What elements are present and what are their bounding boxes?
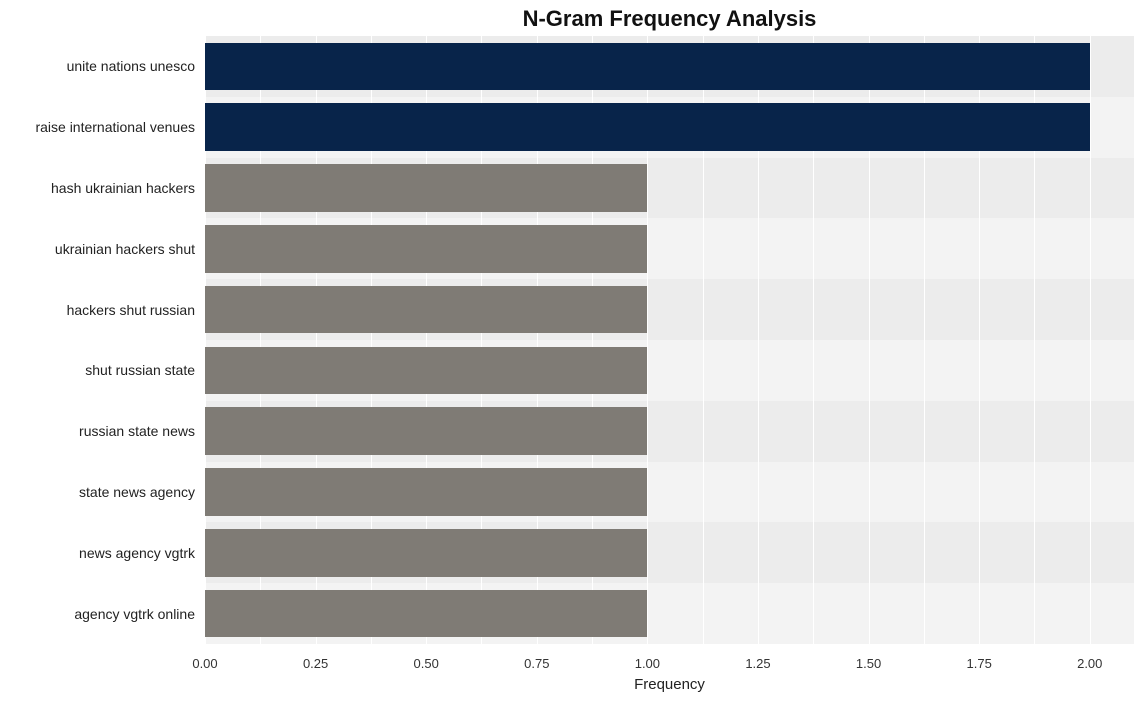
x-tick-label: 0.25 xyxy=(303,656,328,671)
x-tick-label: 0.50 xyxy=(414,656,439,671)
bar xyxy=(205,164,647,211)
y-tick-label: shut russian state xyxy=(85,362,195,378)
chart-title: N-Gram Frequency Analysis xyxy=(205,6,1134,32)
y-tick-label: agency vgtrk online xyxy=(74,606,195,622)
x-axis-ticks: 0.000.250.500.751.001.251.501.752.00 xyxy=(205,656,1134,676)
bar xyxy=(205,43,1090,90)
y-tick-label: news agency vgtrk xyxy=(79,545,195,561)
y-tick-label: state news agency xyxy=(79,484,195,500)
x-tick-label: 1.75 xyxy=(967,656,992,671)
bar xyxy=(205,529,647,576)
gridline xyxy=(1090,36,1091,644)
y-tick-label: russian state news xyxy=(79,423,195,439)
y-tick-label: hash ukrainian hackers xyxy=(51,180,195,196)
x-tick-label: 0.75 xyxy=(524,656,549,671)
x-axis-title: Frequency xyxy=(205,676,1134,693)
bar xyxy=(205,407,647,454)
x-tick-label: 1.00 xyxy=(635,656,660,671)
x-tick-label: 0.00 xyxy=(192,656,217,671)
bar xyxy=(205,590,647,637)
y-tick-label: ukrainian hackers shut xyxy=(55,241,195,257)
y-tick-label: raise international venues xyxy=(35,119,195,135)
bar xyxy=(205,225,647,272)
bar xyxy=(205,468,647,515)
y-tick-label: hackers shut russian xyxy=(67,302,195,318)
x-tick-label: 1.50 xyxy=(856,656,881,671)
x-tick-label: 2.00 xyxy=(1077,656,1102,671)
bar xyxy=(205,286,647,333)
ngram-frequency-chart: N-Gram Frequency Analysis unite nations … xyxy=(0,0,1144,701)
x-tick-label: 1.25 xyxy=(745,656,770,671)
bar xyxy=(205,103,1090,150)
y-tick-label: unite nations unesco xyxy=(67,58,195,74)
y-axis-labels: unite nations unesco raise international … xyxy=(0,36,200,644)
plot-area xyxy=(205,36,1134,644)
bar xyxy=(205,347,647,394)
